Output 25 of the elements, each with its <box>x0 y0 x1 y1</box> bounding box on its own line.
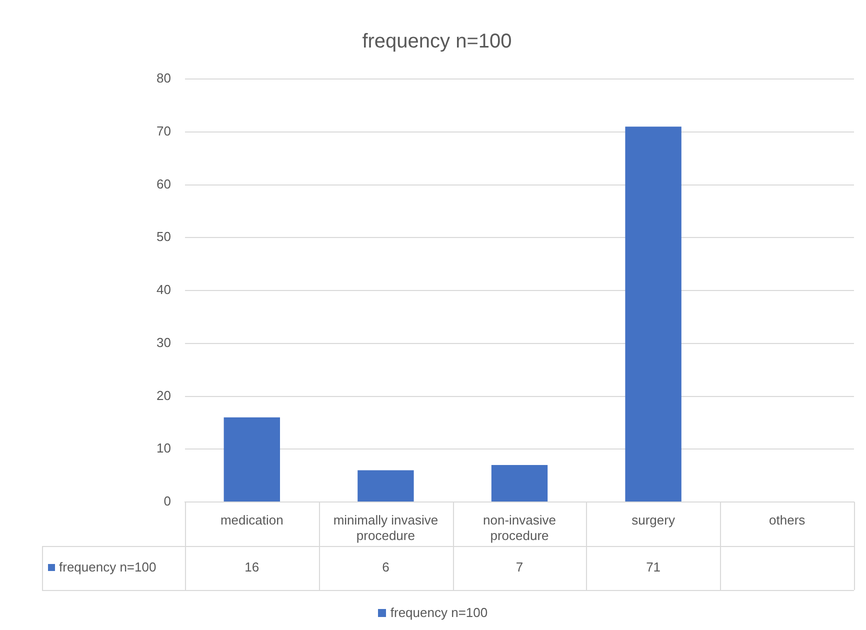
y-tick-label: 0 <box>164 494 171 509</box>
bar <box>625 126 682 502</box>
chart-title: frequency n=100 <box>362 30 512 53</box>
y-tick-label: 10 <box>156 440 171 456</box>
data-label: 6 <box>382 560 390 575</box>
y-tick-label: 80 <box>156 70 171 86</box>
y-tick-label: 20 <box>156 388 171 403</box>
x-tick-label: medication <box>220 512 284 528</box>
bar <box>224 417 280 502</box>
x-tick-label: others <box>769 512 806 528</box>
x-tick-label: surgery <box>632 512 676 528</box>
y-tick-label: 50 <box>156 229 171 244</box>
x-tick-label: non-invasive procedure <box>483 512 556 543</box>
y-tick-label: 40 <box>156 282 171 298</box>
y-tick-label: 60 <box>156 176 171 192</box>
data-label: 16 <box>244 560 260 575</box>
y-tick-label: 30 <box>156 334 171 350</box>
bar <box>491 464 548 502</box>
data-label: 7 <box>516 560 524 575</box>
x-tick-label: minimally invasive procedure <box>333 512 438 543</box>
data-label: 71 <box>646 560 661 575</box>
y-tick-label: 70 <box>156 123 171 138</box>
text: frequency n=100 <box>390 605 488 620</box>
legend-label: frequency n=100 <box>59 560 156 575</box>
bar <box>358 470 414 502</box>
